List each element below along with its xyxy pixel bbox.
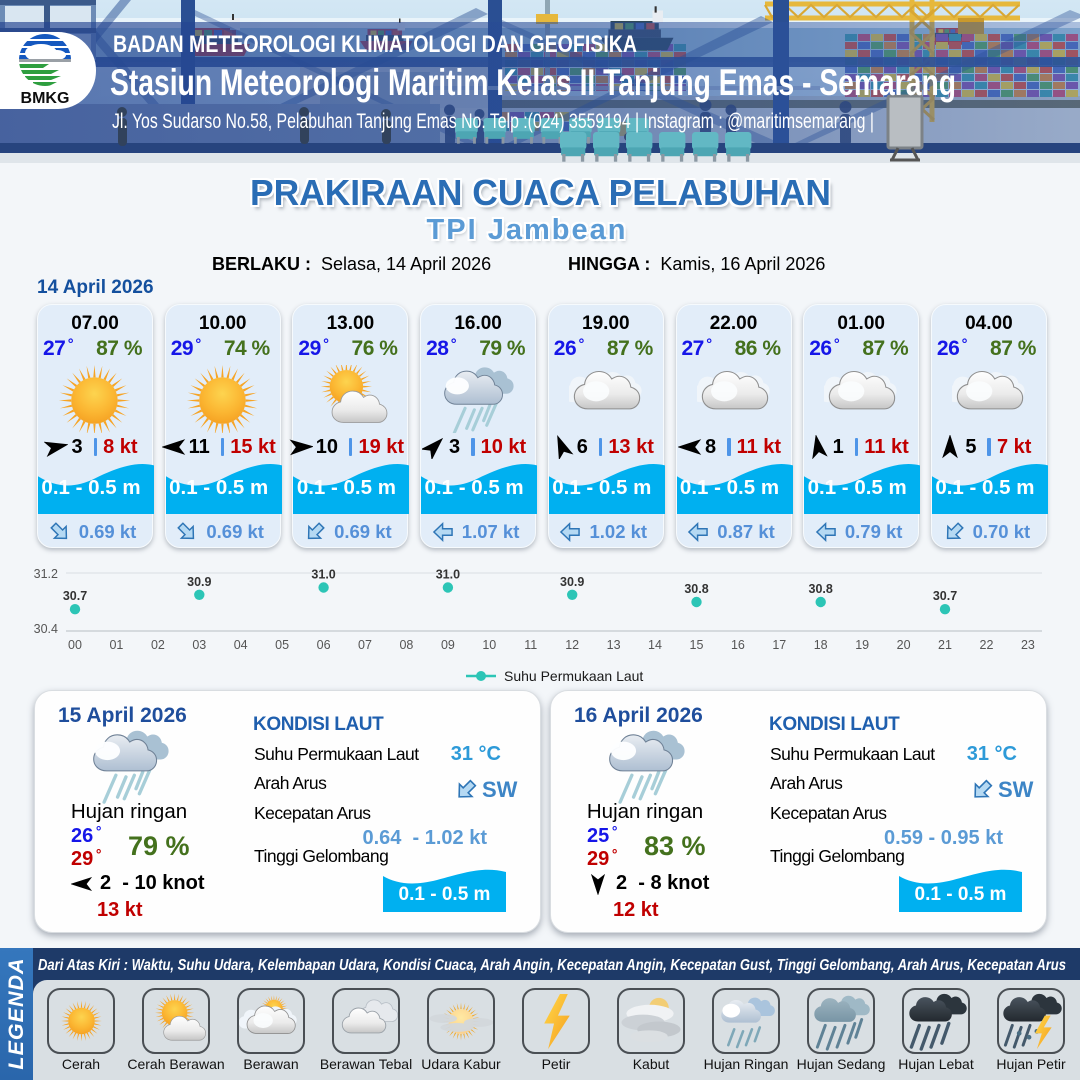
svg-text:30.4: 30.4 [34,622,58,636]
svg-text:19: 19 [855,638,869,652]
svg-text:30.9: 30.9 [187,575,211,589]
svg-text:06: 06 [317,638,331,652]
svg-text:00: 00 [68,638,82,652]
svg-text:08: 08 [399,638,413,652]
svg-text:15: 15 [690,638,704,652]
svg-text:Jl. Yos Sudarso No.58, Pelabuh: Jl. Yos Sudarso No.58, Pelabuhan Tanjung… [112,110,874,133]
svg-text:30.7: 30.7 [933,589,957,603]
svg-text:05: 05 [275,638,289,652]
svg-text:22: 22 [980,638,994,652]
svg-text:12: 12 [565,638,579,652]
svg-text:13: 13 [607,638,621,652]
svg-text:09: 09 [441,638,455,652]
svg-text:21: 21 [938,638,952,652]
svg-text:20: 20 [897,638,911,652]
svg-text:Stasiun Meteorologi Maritim Ke: Stasiun Meteorologi Maritim Kelas II Tan… [110,62,956,103]
svg-text:23: 23 [1021,638,1035,652]
svg-text:16: 16 [731,638,745,652]
svg-text:30.7: 30.7 [63,589,87,603]
svg-text:31.0: 31.0 [311,568,335,582]
svg-text:01: 01 [109,638,123,652]
svg-text:14: 14 [648,638,662,652]
svg-text:Suhu Permukaan Laut: Suhu Permukaan Laut [504,668,643,684]
svg-text:18: 18 [814,638,828,652]
svg-text:03: 03 [192,638,206,652]
svg-text:31.0: 31.0 [436,568,460,582]
svg-text:10: 10 [482,638,496,652]
svg-text:BADAN METEOROLOGI KLIMATOLOGI: BADAN METEOROLOGI KLIMATOLOGI DAN GEOFIS… [113,31,637,58]
svg-text:Dari Atas Kiri : Waktu, Suhu U: Dari Atas Kiri : Waktu, Suhu Udara, Kele… [38,957,1066,974]
svg-text:04: 04 [234,638,248,652]
svg-text:02: 02 [151,638,165,652]
svg-text:31.2: 31.2 [34,567,58,581]
svg-text:07: 07 [358,638,372,652]
svg-text:BMKG: BMKG [21,90,70,107]
svg-text:30.8: 30.8 [809,582,833,596]
svg-text:30.8: 30.8 [684,582,708,596]
svg-text:11: 11 [524,638,537,652]
svg-text:17: 17 [772,638,786,652]
svg-text:30.9: 30.9 [560,575,584,589]
